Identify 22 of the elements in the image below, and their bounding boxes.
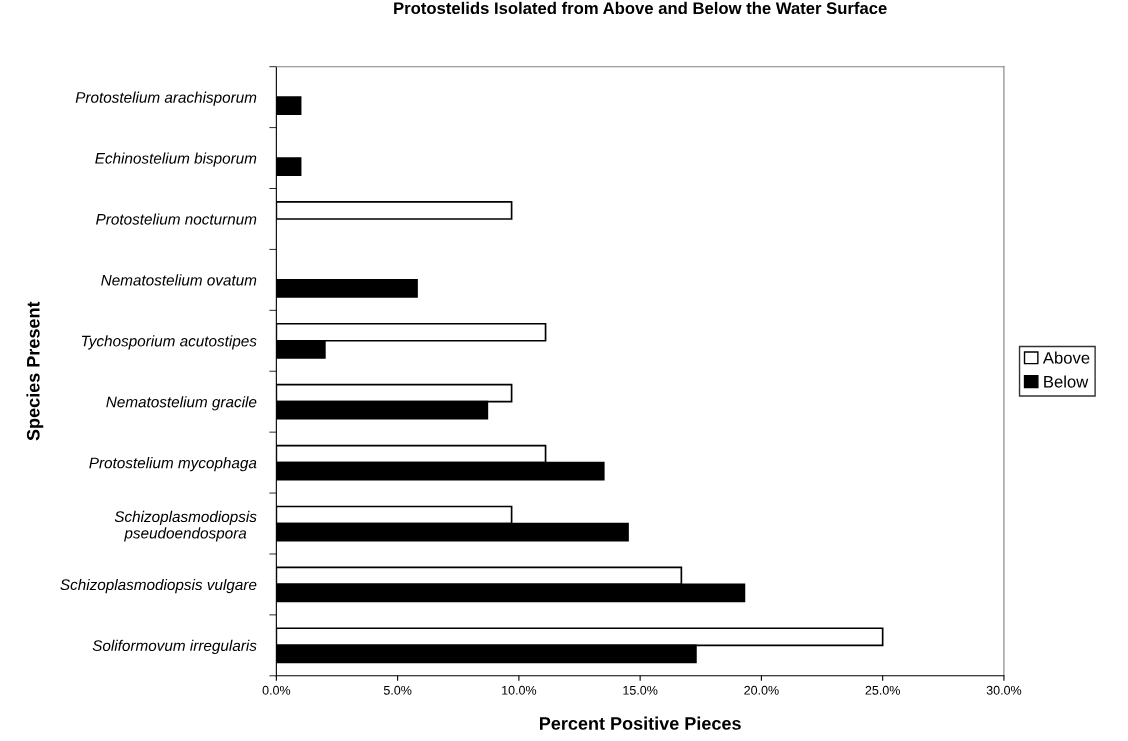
y-tick-label: Schizoplasmodiopsis pseudoendospora (114, 510, 257, 542)
y-tick-label: Soliformovum irregularis (92, 639, 257, 655)
x-tick-label: 20.0% (744, 685, 779, 695)
x-tick-label: 0.0% (262, 685, 291, 695)
y-tick-label: Schizoplasmodiopsis vulgare (60, 578, 257, 594)
y-axis-title: Species Present (26, 301, 44, 441)
x-tick-label: 10.0% (502, 685, 537, 695)
y-tick-label: Protostelium arachisporum (75, 91, 257, 106)
y-tick-label: Nematostelium ovatum (101, 274, 257, 286)
x-tick-label: 25.0% (865, 685, 900, 695)
y-tick-label: Protostelium mycophaga (89, 457, 257, 472)
x-tick-label: 5.0% (383, 685, 412, 695)
chart-title: Protostelids Isolated from Above and Below the Water Surface (394, 1, 887, 15)
y-tick-label: Echinostelium bisporum (95, 152, 257, 167)
legend-label: Below (1044, 375, 1089, 388)
legend-label: Above (1042, 351, 1090, 364)
x-tick-label: 30.0% (986, 685, 1022, 695)
y-tick-label: Protostelium nocturnum (96, 213, 257, 225)
x-axis-title: Percent Positive Pieces (539, 716, 741, 730)
x-tick-label: 15.0% (623, 685, 658, 695)
y-tick-label: Tychosporium acutostipes (81, 335, 257, 350)
y-tick-label: Nematostelium gracile (106, 396, 257, 411)
